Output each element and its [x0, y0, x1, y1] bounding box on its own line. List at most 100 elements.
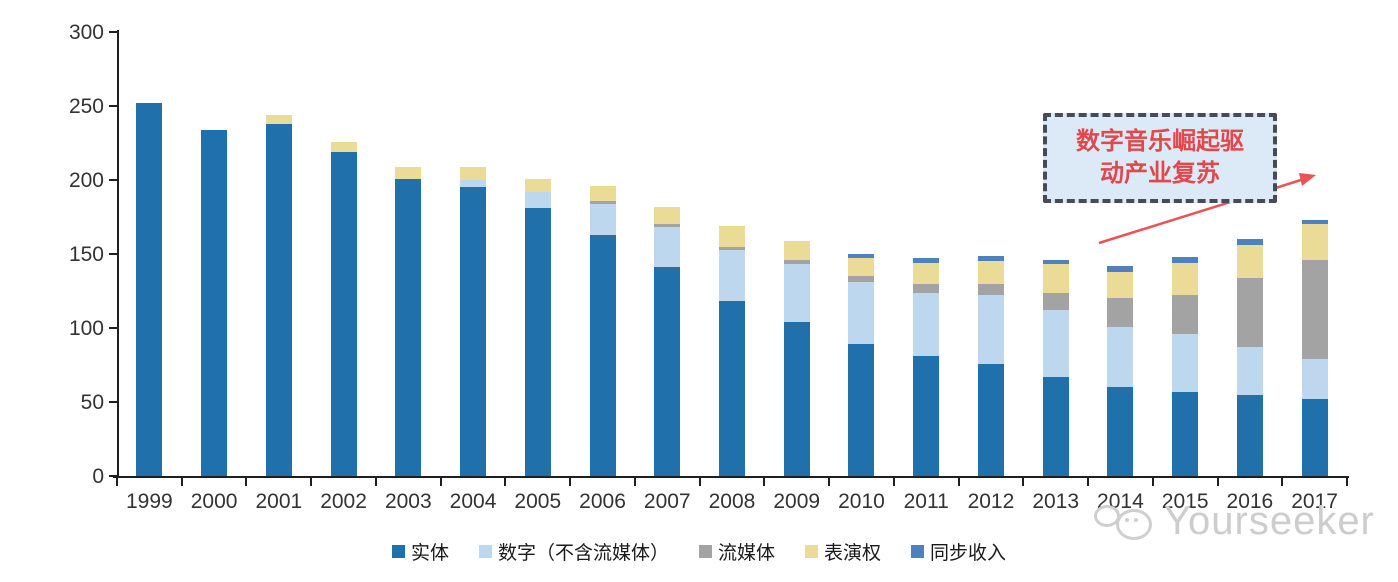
bar-segment-streaming	[719, 246, 745, 250]
bar-segment-digital-ex-stream	[524, 191, 551, 209]
bar-segment-performance	[848, 258, 875, 277]
x-tick	[763, 478, 766, 486]
x-tick	[569, 478, 572, 486]
bar-segment-performance	[589, 185, 616, 201]
legend-swatch-digital-ex-stream	[478, 545, 492, 558]
x-tick-label-2005: 2005	[514, 490, 562, 513]
speech-bubble-icon	[1116, 509, 1152, 540]
x-tick-label-2011: 2011	[903, 490, 949, 513]
bar-2000	[201, 129, 228, 476]
y-tick	[109, 253, 117, 255]
x-tick-label-2017: 2017	[1291, 490, 1338, 513]
bar-2010	[848, 254, 875, 476]
x-tick	[310, 478, 313, 486]
bar-segment-sync	[1107, 265, 1134, 272]
y-tick	[109, 31, 117, 33]
y-tick-label: 300	[68, 21, 104, 44]
x-tick	[698, 478, 701, 486]
bubble-dot	[1134, 518, 1138, 522]
x-tick	[245, 478, 248, 486]
x-tick	[1087, 478, 1090, 486]
bar-segment-physical	[136, 103, 163, 476]
bar-segment-performance	[977, 261, 1004, 284]
bar-segment-physical	[1172, 391, 1199, 476]
annotation-text-line2: 动产业复苏	[1100, 161, 1220, 187]
annotation-text-line1: 数字音乐崛起驱	[1076, 129, 1244, 155]
bar-2015	[1172, 257, 1199, 476]
bar-segment-physical	[1042, 376, 1069, 476]
x-axis-line	[113, 476, 1349, 478]
y-tick	[109, 475, 117, 477]
x-tick	[180, 478, 183, 486]
y-tick	[109, 179, 117, 181]
x-tick-label-1999: 1999	[126, 490, 173, 513]
bar-2003	[395, 166, 422, 476]
bar-segment-physical	[460, 187, 487, 476]
bar-2016	[1236, 239, 1263, 476]
bar-segment-streaming	[1301, 259, 1328, 360]
x-tick	[892, 478, 895, 486]
legend-item-physical: 实体	[391, 538, 449, 565]
x-tick-label-2010: 2010	[838, 490, 885, 513]
x-tick	[1022, 478, 1025, 486]
bar-segment-digital-ex-stream	[1107, 326, 1134, 388]
x-tick-label-2008: 2008	[708, 490, 756, 513]
bar-segment-physical	[589, 234, 616, 476]
x-tick-label-2009: 2009	[773, 490, 821, 513]
bar-segment-physical	[330, 151, 357, 476]
watermark-text: Yourseeker	[1164, 498, 1375, 543]
bar-segment-physical	[201, 129, 228, 476]
y-tick-label: 200	[68, 169, 104, 192]
bar-segment-digital-ex-stream	[848, 282, 875, 345]
bar-segment-streaming	[1107, 298, 1134, 327]
bar-segment-performance	[719, 225, 745, 247]
x-tick-label-2015: 2015	[1161, 490, 1209, 513]
bar-2006	[589, 185, 616, 476]
x-tick-label-2000: 2000	[190, 490, 238, 513]
bar-segment-sync	[1042, 259, 1069, 265]
bar-segment-streaming	[977, 283, 1004, 296]
bar-segment-digital-ex-stream	[783, 264, 810, 323]
x-tick	[374, 478, 377, 486]
legend-item-sync: 同步收入	[911, 538, 1006, 565]
x-tick-label-2013: 2013	[1032, 490, 1080, 513]
x-tick	[1151, 478, 1154, 486]
bar-segment-digital-ex-stream	[913, 292, 940, 357]
bar-segment-physical	[977, 363, 1004, 476]
x-tick	[504, 478, 507, 486]
x-tick-label-2001: 2001	[255, 490, 303, 513]
bar-segment-performance	[460, 166, 487, 181]
bar-segment-performance	[1107, 271, 1134, 299]
y-tick	[109, 105, 117, 107]
bar-segment-performance	[1236, 245, 1263, 278]
x-tick	[1216, 478, 1219, 486]
x-tick-label-2003: 2003	[384, 490, 432, 513]
x-tick	[957, 478, 960, 486]
bar-segment-streaming	[848, 276, 875, 283]
bar-segment-streaming	[1042, 292, 1069, 311]
bar-2009	[783, 240, 810, 476]
bar-segment-performance	[1301, 224, 1328, 260]
bar-segment-streaming	[654, 224, 681, 228]
x-tick	[116, 478, 118, 486]
bar-segment-physical	[654, 267, 681, 476]
bar-segment-digital-ex-stream	[654, 227, 681, 268]
y-tick-label: 100	[68, 317, 104, 340]
bar-segment-streaming	[1236, 277, 1263, 348]
x-tick	[1281, 478, 1284, 486]
legend-label-performance: 表演权	[824, 543, 882, 564]
watermark: Yourseeker	[1094, 497, 1375, 545]
legend-item-digital-ex-stream: 数字（不含流媒体）	[478, 538, 669, 565]
bar-segment-digital-ex-stream	[589, 203, 616, 235]
bar-2002	[330, 141, 357, 476]
bubble-dot	[1125, 518, 1129, 522]
bar-segment-streaming	[783, 259, 810, 265]
bar-segment-sync	[913, 258, 940, 263]
bar-segment-sync	[977, 255, 1004, 262]
x-tick-label-2016: 2016	[1226, 490, 1274, 513]
y-tick	[109, 327, 117, 329]
bar-segment-physical	[1236, 394, 1263, 476]
bar-segment-digital-ex-stream	[719, 249, 745, 302]
legend-swatch-physical	[391, 545, 405, 558]
